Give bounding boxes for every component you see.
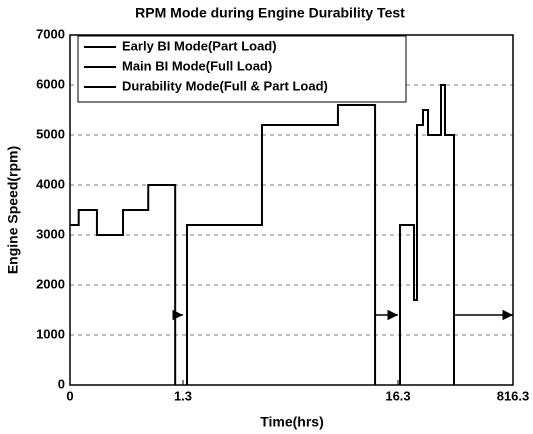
plot-frame [69, 34, 514, 386]
x-tick-label: 0 [66, 388, 73, 403]
y-tick-label: 2000 [36, 276, 65, 291]
y-tick-label: 5000 [36, 126, 65, 141]
y-tick-label: 7000 [36, 26, 65, 41]
y-tick-label: 1000 [36, 326, 65, 341]
line [70, 184, 177, 385]
y-axis-label: Engine Speed(rpm) [5, 146, 21, 274]
chart-title: RPM Mode during Engine Durability Test [135, 5, 405, 21]
y-tick-label: 0 [58, 376, 65, 391]
line [186, 104, 377, 385]
legend-box [77, 35, 407, 103]
x-tick-label: 816.3 [497, 388, 530, 403]
x-tick-label: 1.3 [174, 388, 192, 403]
legend-label: Early BI Mode(Part Load) [122, 38, 277, 53]
y-tick-label: 3000 [36, 226, 65, 241]
x-axis-label: Time(hrs) [260, 414, 324, 430]
line [398, 84, 456, 385]
x-tick-label: 16.3 [385, 388, 410, 403]
y-tick-label: 4000 [36, 176, 65, 191]
legend-label: Durability Mode(Full & Part Load) [122, 78, 328, 93]
legend-label: Main BI Mode(Full Load) [122, 58, 272, 73]
y-tick-label: 6000 [36, 76, 65, 91]
